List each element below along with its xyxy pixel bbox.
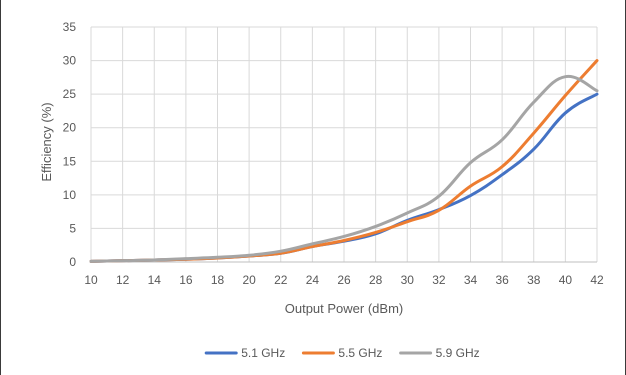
frame-left-edge bbox=[0, 0, 1, 375]
x-tick-label: 28 bbox=[369, 273, 383, 287]
y-tick-label: 25 bbox=[63, 87, 77, 101]
series-lines bbox=[89, 59, 599, 263]
x-tick-label: 20 bbox=[242, 273, 256, 287]
x-tick-label: 24 bbox=[306, 273, 320, 287]
y-tick-label: 35 bbox=[63, 20, 77, 34]
legend-item: 5.5 GHz bbox=[301, 346, 382, 360]
x-tick-label: 14 bbox=[148, 273, 162, 287]
x-tick-label: 34 bbox=[464, 273, 478, 287]
x-tick-label: 10 bbox=[84, 273, 98, 287]
x-tick-label: 12 bbox=[116, 273, 130, 287]
x-tick-label: 36 bbox=[495, 273, 509, 287]
x-tick-labels: 10 12 14 16 18 20 22 24 26 28 30 32 34 36 38 40 42 bbox=[84, 273, 604, 287]
legend-label: 5.5 GHz bbox=[338, 346, 382, 360]
legend-label: 5.1 GHz bbox=[241, 346, 285, 360]
x-tick-label: 40 bbox=[559, 273, 573, 287]
y-tick-label: 10 bbox=[63, 188, 77, 202]
legend-item: 5.9 GHz bbox=[399, 346, 480, 360]
x-tick-label: 30 bbox=[401, 273, 415, 287]
series-line-5-9-ghz bbox=[89, 75, 599, 263]
x-tick-label: 18 bbox=[211, 273, 225, 287]
x-tick-label: 42 bbox=[590, 273, 604, 287]
y-tick-label: 0 bbox=[69, 255, 76, 269]
y-tick-label: 30 bbox=[63, 54, 77, 68]
y-tick-label: 20 bbox=[63, 121, 77, 135]
grid-lines bbox=[90, 26, 598, 262]
y-tick-label: 15 bbox=[63, 154, 77, 168]
legend-item: 5.1 GHz bbox=[204, 346, 285, 360]
x-tick-label: 26 bbox=[337, 273, 351, 287]
x-tick-label: 32 bbox=[432, 273, 446, 287]
x-tick-label: 38 bbox=[527, 273, 541, 287]
y-tick-labels: 0 5 10 15 20 25 30 35 bbox=[63, 20, 77, 269]
x-tick-label: 22 bbox=[274, 273, 288, 287]
x-axis-title: Output Power (dBm) bbox=[285, 301, 404, 316]
y-tick-label: 5 bbox=[69, 221, 76, 235]
legend: 5.1 GHz 5.5 GHz 5.9 GHz bbox=[204, 346, 480, 360]
x-tick-label: 16 bbox=[179, 273, 193, 287]
legend-label: 5.9 GHz bbox=[436, 346, 480, 360]
y-axis-title: Efficiency (%) bbox=[39, 102, 54, 181]
